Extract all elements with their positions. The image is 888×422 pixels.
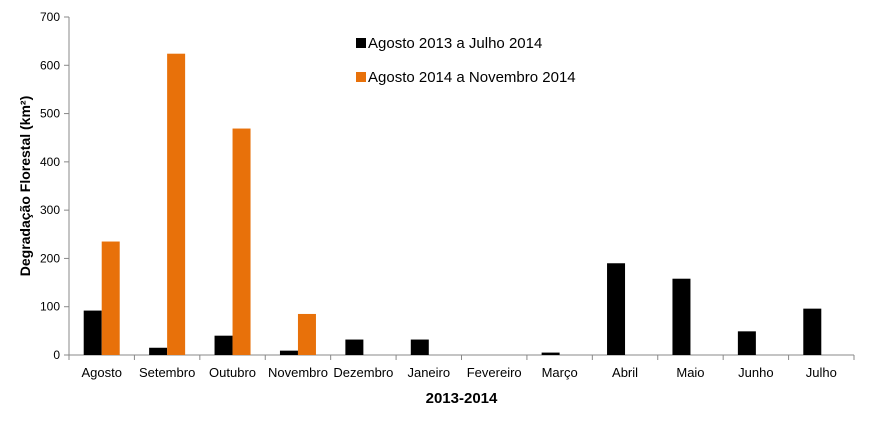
bar-series-1 xyxy=(149,347,168,355)
x-tick-label: Maio xyxy=(676,365,704,380)
legend-swatch-series-2 xyxy=(356,72,366,82)
bar-series-2 xyxy=(232,128,251,355)
y-tick-label: 600 xyxy=(40,58,60,72)
bar-series-2 xyxy=(297,313,316,355)
bar-series-1 xyxy=(541,352,560,355)
legend-label-series-2: Agosto 2014 a Novembro 2014 xyxy=(368,69,576,86)
x-tick-label: Outubro xyxy=(209,365,256,380)
x-tick-label: Julho xyxy=(806,365,837,380)
legend-swatch-series-1 xyxy=(356,38,366,48)
bar-series-1 xyxy=(672,278,691,355)
x-tick-label: Março xyxy=(542,365,578,380)
y-axis-label: Degradação Florestal (km²) xyxy=(17,96,33,277)
y-tick-label: 300 xyxy=(40,203,60,217)
x-tick-label: Novembro xyxy=(268,365,328,380)
x-axis: Agosto Setembro Outubro Novembro Dezembro Jan… xyxy=(68,354,855,380)
y-tick-label: 200 xyxy=(40,251,60,265)
bars xyxy=(83,53,822,355)
bar-series-1 xyxy=(83,310,102,355)
x-tick-label: Agosto xyxy=(81,365,121,380)
x-tick-label: Abril xyxy=(612,365,638,380)
bar-series-1 xyxy=(737,331,756,355)
x-tick-label: Janeiro xyxy=(407,365,450,380)
bar-series-1 xyxy=(345,339,364,355)
y-tick-label: 400 xyxy=(40,155,60,169)
legend-label-series-1: Agosto 2013 a Julho 2014 xyxy=(368,35,542,52)
bar-series-1 xyxy=(410,339,429,355)
x-tick-label: Junho xyxy=(738,365,773,380)
legend: Agosto 2013 a Julho 2014 Agosto 2014 a N… xyxy=(356,35,576,86)
bar-series-2 xyxy=(167,53,186,355)
x-tick-label: Setembro xyxy=(139,365,195,380)
bar-series-1 xyxy=(214,335,233,355)
y-axis: 0 100 200 300 400 500 600 700 xyxy=(40,10,70,362)
bar-series-1 xyxy=(803,308,822,355)
x-tick-label: Dezembro xyxy=(333,365,393,380)
y-tick-label: 100 xyxy=(40,300,60,314)
bar-series-1 xyxy=(279,350,298,355)
x-axis-label: 2013-2014 xyxy=(426,390,498,407)
y-tick-label: 500 xyxy=(40,107,60,121)
bar-series-2 xyxy=(101,241,120,355)
x-tick-label: Fevereiro xyxy=(467,365,522,380)
y-tick-label: 700 xyxy=(40,10,60,24)
y-tick-label: 0 xyxy=(53,348,60,362)
bar-series-1 xyxy=(607,263,626,355)
